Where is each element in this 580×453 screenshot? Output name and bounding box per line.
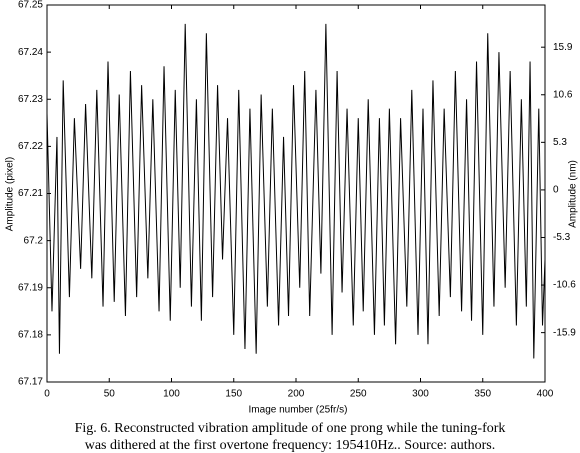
x-tick-label: 100 — [163, 389, 180, 400]
y2-tick-label: 15.9 — [553, 42, 573, 53]
y-tick-label: 67.19 — [18, 282, 43, 293]
y2-tick-label: 10.6 — [553, 89, 573, 100]
y2-axis-label: Amplitude (nm) — [568, 160, 579, 228]
y-tick-label: 67.17 — [18, 377, 43, 388]
y-tick-label: 67.21 — [18, 188, 43, 199]
x-tick-label: 300 — [412, 389, 429, 400]
x-tick-label: 150 — [225, 389, 242, 400]
caption: was dithered at the first overtone frequ… — [85, 438, 496, 453]
y-axis-label: Amplitude (pixel) — [5, 157, 16, 231]
x-tick-label: 50 — [104, 389, 116, 400]
y2-tick-label: 0 — [553, 185, 559, 196]
y-tick-label: 67.24 — [18, 47, 43, 58]
y-tick-label: 67.2 — [24, 235, 44, 246]
caption: Fig. 6. Reconstructed vibration amplitud… — [75, 421, 506, 436]
x-axis-label: Image number (25fr/s) — [249, 405, 348, 416]
x-tick-label: 400 — [537, 389, 554, 400]
y-tick-label: 67.22 — [18, 141, 43, 152]
y2-tick-label: -5.3 — [553, 232, 571, 243]
y-tick-label: 67.25 — [18, 0, 43, 11]
x-tick-label: 200 — [288, 389, 305, 400]
x-tick-label: 250 — [350, 389, 367, 400]
y2-tick-label: -10.6 — [553, 280, 576, 291]
x-tick-label: 350 — [474, 389, 491, 400]
y-tick-label: 67.18 — [18, 330, 43, 341]
y-tick-label: 67.23 — [18, 94, 43, 105]
x-tick-label: 0 — [44, 389, 50, 400]
y2-tick-label: -15.9 — [553, 327, 576, 338]
y2-tick-label: 5.3 — [553, 137, 567, 148]
data-line — [46, 23, 546, 359]
